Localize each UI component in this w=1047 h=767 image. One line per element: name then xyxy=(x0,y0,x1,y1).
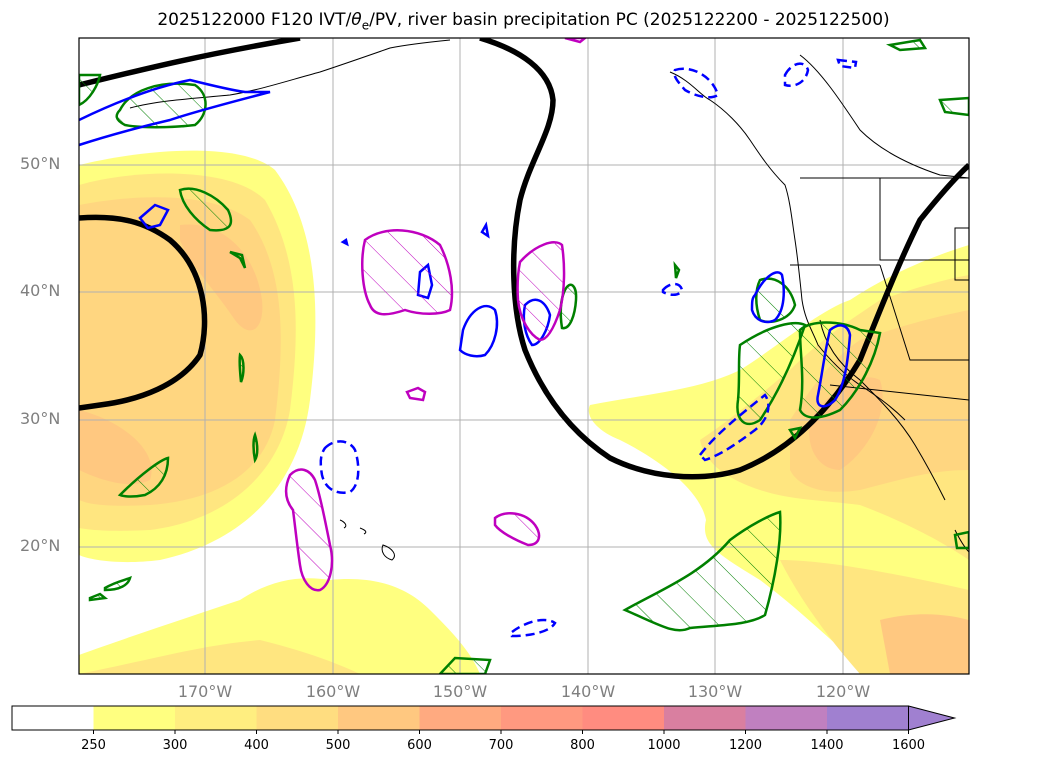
colorbar-segment xyxy=(501,706,583,730)
map-area xyxy=(79,38,969,674)
lon-label-130w: 130°W xyxy=(687,682,743,701)
lat-label-30n: 30°N xyxy=(20,409,61,428)
colorbar-segment xyxy=(93,706,176,730)
lon-label-150w: 150°W xyxy=(432,682,488,701)
lon-label-170w: 170°W xyxy=(177,682,233,701)
colorbar-tick-label: 600 xyxy=(407,738,432,753)
colorbar-tick-label: 400 xyxy=(244,738,269,753)
map-frame xyxy=(78,37,970,675)
ivt-shading-south xyxy=(79,578,480,674)
colorbar-tick-label: 300 xyxy=(162,738,188,753)
colorbar-tick-label: 1200 xyxy=(728,738,763,753)
colorbar-tick-label: 1600 xyxy=(891,738,926,753)
colorbar-tick-label: 1000 xyxy=(647,738,681,753)
lat-label-20n: 20°N xyxy=(20,536,61,555)
colorbar-tick-label: 250 xyxy=(81,738,106,753)
colorbar-tick-label: 700 xyxy=(488,738,514,753)
colorbar-extend-arrow xyxy=(908,705,957,731)
colorbar-segment xyxy=(745,706,828,730)
lat-label-50n: 50°N xyxy=(20,154,61,173)
blue-dashed-contours xyxy=(319,58,858,638)
colorbar-segment xyxy=(12,706,94,730)
lon-label-160w: 160°W xyxy=(305,682,361,701)
colorbar-segment xyxy=(419,706,502,730)
colorbar-segment xyxy=(664,706,746,730)
colorbar-segment xyxy=(827,706,909,730)
green-contours xyxy=(79,38,969,674)
colorbar-segment xyxy=(256,706,339,730)
colorbar-segment xyxy=(338,706,420,730)
lon-label-140w: 140°W xyxy=(560,682,616,701)
colorbar xyxy=(11,705,957,734)
colorbar-tick-label: 800 xyxy=(570,738,595,753)
lon-label-120w: 120°W xyxy=(815,682,871,701)
colorbar-frame xyxy=(11,705,909,731)
colorbar-tick-label: 1400 xyxy=(810,738,844,753)
lat-label-40n: 40°N xyxy=(20,281,61,300)
pv-contour xyxy=(79,38,969,480)
colorbar-segment xyxy=(582,706,665,730)
colorbar-tick-label: 500 xyxy=(325,738,351,753)
map-title: 2025122000 F120 IVT/θe/PV, river basin p… xyxy=(157,10,890,33)
colorbar-segment xyxy=(175,706,257,730)
magenta-contours xyxy=(284,38,588,592)
